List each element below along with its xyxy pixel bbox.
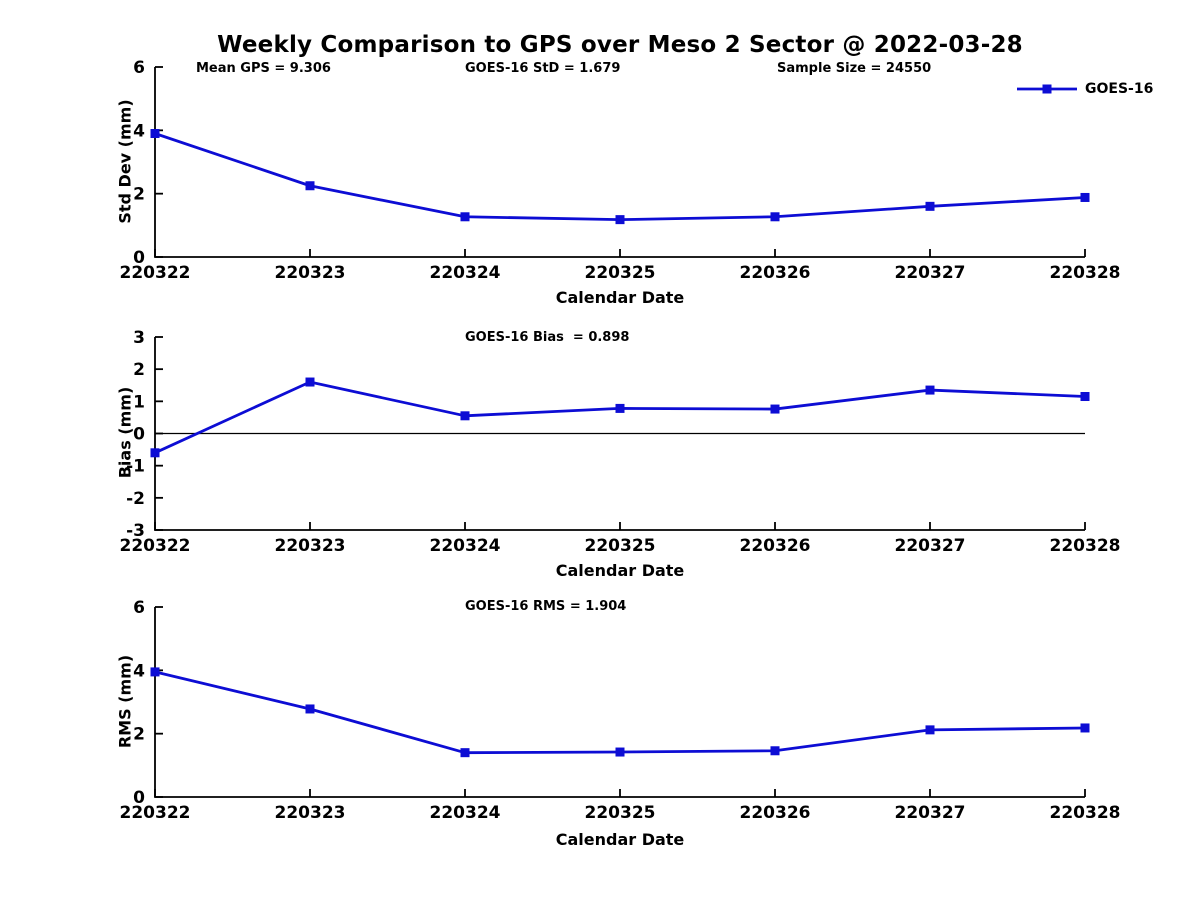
y-tick-label: 4 — [133, 121, 145, 141]
y-tick-label: 0 — [133, 788, 145, 808]
y-tick-label: 6 — [133, 58, 145, 78]
data-point-marker — [1080, 723, 1090, 733]
xlabel-calendar-date-top: Calendar Date — [555, 288, 685, 307]
data-point-marker — [460, 212, 470, 222]
x-tick-label: 220323 — [275, 263, 346, 283]
x-tick-label: 220323 — [275, 803, 346, 823]
annotation-sample-size: Sample Size = 24550 — [777, 61, 932, 76]
data-point-marker — [150, 448, 160, 458]
data-point-marker — [925, 201, 935, 211]
legend: GOES-16 — [1016, 81, 1153, 97]
legend-line-marker-icon — [1017, 84, 1077, 94]
data-point-marker — [925, 725, 935, 735]
x-tick-label: 220325 — [585, 263, 656, 283]
x-tick-label: 220323 — [275, 536, 346, 556]
xlabel-calendar-date-bottom: Calendar Date — [555, 830, 685, 849]
y-tick-label: -2 — [126, 489, 145, 509]
data-point-marker — [305, 377, 315, 387]
y-tick-label: -1 — [126, 457, 145, 477]
x-tick-label: 220324 — [430, 536, 501, 556]
data-point-marker — [150, 129, 160, 138]
y-tick-label: 2 — [133, 725, 145, 745]
x-tick-label: 220326 — [740, 803, 811, 823]
xlabel-calendar-date-middle: Calendar Date — [555, 561, 685, 580]
ylabel-rms: RMS (mm) — [115, 654, 135, 749]
data-point-marker — [1080, 392, 1090, 402]
data-point-marker — [305, 181, 315, 191]
x-tick-label: 220328 — [1050, 803, 1121, 823]
y-tick-label: 0 — [133, 248, 145, 268]
axis-spines — [154, 607, 1085, 798]
y-tick-label: 1 — [133, 392, 145, 412]
data-point-marker — [150, 667, 160, 677]
x-tick-label: 220324 — [430, 263, 501, 283]
annotation-goes16-rms: GOES-16 RMS = 1.904 — [465, 599, 627, 614]
data-point-marker — [460, 748, 470, 758]
series-line — [153, 380, 1087, 455]
annotation-mean-gps: Mean GPS = 9.306 — [196, 61, 331, 76]
data-point-marker — [615, 215, 625, 225]
y-tick-label: 0 — [133, 425, 145, 445]
ylabel-std-dev: Std Dev (mm) — [115, 99, 135, 224]
x-tick-label: 220325 — [585, 536, 656, 556]
data-point-marker — [770, 212, 780, 222]
y-tick-label: 6 — [133, 598, 145, 618]
x-tick-label: 220326 — [740, 263, 811, 283]
axis-spines — [154, 67, 1085, 258]
data-point-marker — [925, 385, 935, 395]
series-line — [153, 132, 1087, 222]
data-point-marker — [615, 403, 625, 413]
y-tick-label: 4 — [133, 661, 145, 681]
ylabel-bias: Bias (mm) — [115, 386, 135, 479]
x-tick-label: 220324 — [430, 803, 501, 823]
y-tick-label: 2 — [133, 360, 145, 380]
legend-label: GOES-16 — [1085, 81, 1154, 97]
x-tick-label: 220326 — [740, 536, 811, 556]
annotation-goes16-std: GOES-16 StD = 1.679 — [465, 61, 621, 76]
x-tick-label: 220327 — [895, 536, 966, 556]
x-tick-label: 220328 — [1050, 536, 1121, 556]
data-point-marker — [1080, 192, 1090, 202]
series-line — [153, 670, 1087, 755]
data-point-marker — [615, 747, 625, 757]
x-tick-label: 220322 — [120, 263, 191, 283]
data-point-marker — [770, 746, 780, 756]
data-point-marker — [460, 411, 470, 421]
y-tick-label: -3 — [126, 521, 145, 541]
x-tick-label: 220328 — [1050, 263, 1121, 283]
x-tick-label: 220325 — [585, 803, 656, 823]
data-point-marker — [305, 704, 315, 714]
figure-title: Weekly Comparison to GPS over Meso 2 Sec… — [217, 32, 1023, 58]
x-tick-label: 220322 — [120, 803, 191, 823]
x-tick-label: 220322 — [120, 536, 191, 556]
annotation-goes16-bias: GOES-16 Bias = 0.898 — [465, 330, 630, 345]
y-tick-label: 2 — [133, 185, 145, 205]
y-tick-label: 3 — [133, 328, 145, 348]
x-tick-label: 220327 — [895, 803, 966, 823]
x-tick-label: 220327 — [895, 263, 966, 283]
data-point-marker — [770, 404, 780, 414]
